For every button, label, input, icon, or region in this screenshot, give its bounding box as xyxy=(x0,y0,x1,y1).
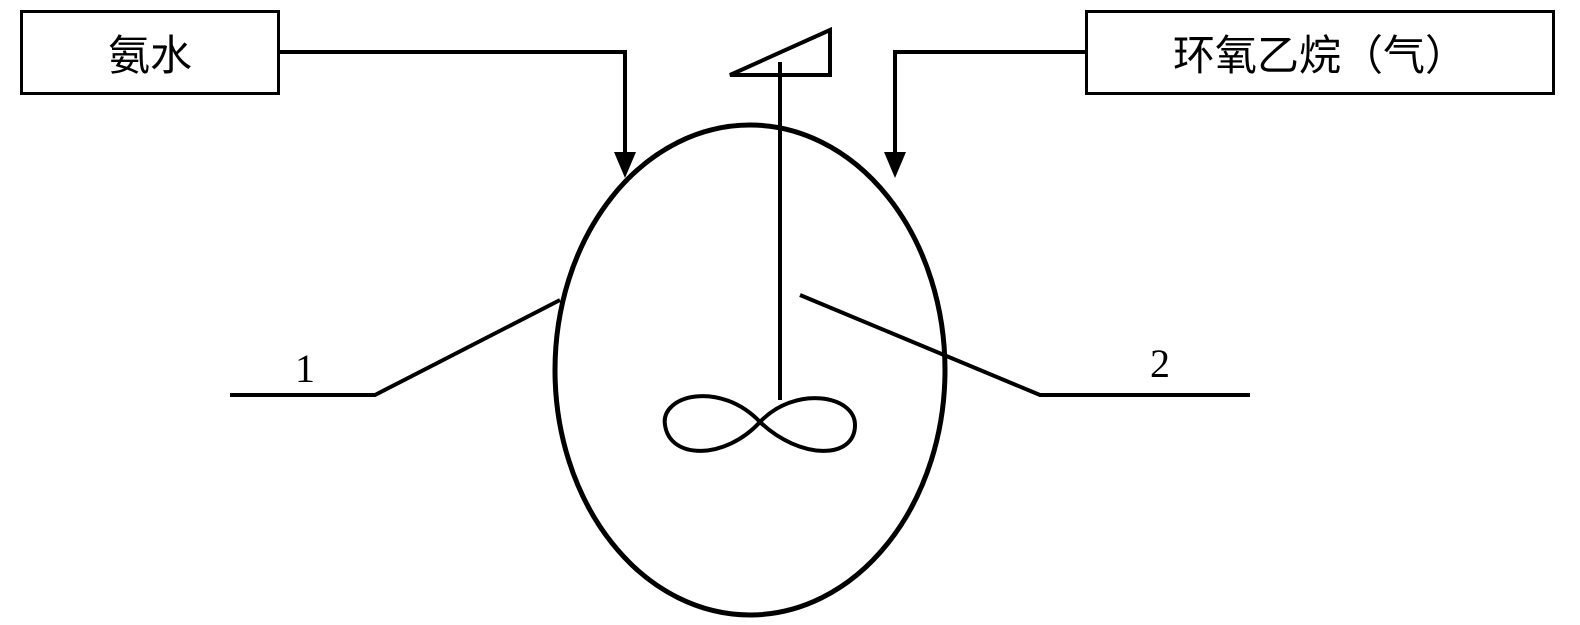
impeller-icon xyxy=(665,396,855,451)
leader-line-2 xyxy=(800,295,1250,395)
process-diagram xyxy=(0,0,1580,625)
callout-2-text: 2 xyxy=(1150,341,1170,386)
right-arrow-head xyxy=(884,152,906,178)
left-feed-line xyxy=(280,52,625,160)
leader-line-1 xyxy=(230,300,560,395)
right-feed-line xyxy=(895,52,1085,160)
callout-1: 1 xyxy=(295,345,315,392)
callout-1-text: 1 xyxy=(295,346,315,391)
callout-2: 2 xyxy=(1150,340,1170,387)
reactor-vessel xyxy=(555,125,945,615)
